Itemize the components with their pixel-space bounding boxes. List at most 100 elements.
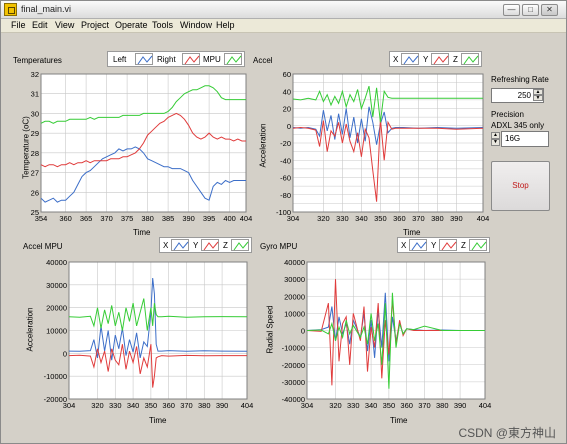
menu-file[interactable]: File	[11, 20, 26, 30]
x-tick-label: 350	[383, 401, 396, 410]
y-tick-label: 40	[283, 87, 291, 96]
x-tick-label: 375	[121, 214, 134, 223]
accel-legend: X Y Z	[389, 51, 482, 67]
y-tick-label: 32	[31, 70, 39, 79]
x-tick-label: 390	[454, 401, 467, 410]
series-line-left	[40, 146, 246, 203]
plot-frame	[40, 73, 247, 213]
x-tick-label: 350	[145, 401, 158, 410]
x-tick-label: 320	[91, 401, 104, 410]
legend-label-z: Z	[461, 241, 466, 250]
legend-swatch-x	[171, 239, 189, 251]
y-tick-label: -40000	[282, 395, 305, 404]
stop-button[interactable]: Stop	[491, 161, 550, 211]
x-tick-label: 370	[418, 401, 431, 410]
menu-bar: File Edit View Project Operate Tools Win…	[1, 19, 566, 33]
menu-operate[interactable]: Operate	[115, 20, 148, 30]
decrement-arrow-icon[interactable]: ▼	[491, 139, 500, 146]
x-tick-label: 404	[479, 401, 492, 410]
x-tick-label: 340	[127, 401, 140, 410]
precision-ring-value[interactable]: 16G	[501, 131, 549, 147]
x-tick-label: 304	[301, 401, 314, 410]
x-tick-label: 354	[35, 214, 48, 223]
y-tick-label: -40	[280, 156, 291, 165]
accel-x-axis-label: Time	[403, 228, 421, 237]
menu-edit[interactable]: Edit	[32, 20, 48, 30]
y-tick-label: 31	[31, 90, 39, 99]
accel-mpu-graph-title: Accel MPU	[23, 242, 63, 251]
gyro-mpu-x-axis-label: Time	[390, 416, 408, 425]
menu-window[interactable]: Window	[180, 20, 213, 30]
x-tick-label: 320	[317, 214, 330, 223]
y-tick-label: 29	[31, 129, 39, 138]
y-tick-label: 20000	[284, 292, 305, 301]
y-tick-label: 20	[283, 105, 291, 114]
y-tick-label: -10000	[282, 344, 305, 353]
series-line-mpu	[40, 85, 246, 124]
minimize-button[interactable]: —	[503, 4, 520, 16]
y-tick-label: 0	[287, 122, 291, 131]
x-tick-label: 390	[182, 214, 195, 223]
window-title: final_main.vi	[21, 4, 72, 14]
y-tick-label: -100	[276, 208, 291, 217]
legend-swatch-z	[461, 53, 479, 65]
temperatures-graph[interactable]: 25 26 27 28 29 30 31 32 354 360 365 370 375 380 385 390…	[1, 33, 567, 444]
menu-view[interactable]: View	[55, 20, 75, 30]
close-button[interactable]: ✕	[541, 4, 558, 16]
series-line-x	[292, 106, 484, 145]
series-line-x	[68, 277, 248, 361]
legend-swatch-left	[135, 53, 153, 65]
precision-ring-stepper[interactable]: ▲ ▼	[491, 132, 500, 146]
refresh-rate-input[interactable]: 250	[491, 88, 544, 103]
x-tick-label: 330	[347, 401, 360, 410]
series-line-y	[292, 118, 484, 202]
legend-swatch-x	[401, 53, 419, 65]
legend-label-right: Right	[157, 55, 176, 64]
precision-sublabel: ADXL 345 only	[491, 121, 545, 130]
plot-frame	[292, 73, 484, 213]
x-tick-label: 370	[100, 214, 113, 223]
legend-swatch-mpu	[224, 53, 242, 65]
legend-label-z: Z	[223, 241, 228, 250]
title-bar[interactable]: final_main.vi — □ ✕	[1, 1, 566, 19]
y-tick-label: 26	[31, 188, 39, 197]
temperatures-legend: Left Right MPU	[107, 51, 245, 67]
y-tick-label: 40000	[284, 258, 305, 267]
gyro-mpu-graph[interactable]: -40000-30000-20000-100000100002000030000…	[1, 33, 567, 444]
y-tick-label: -30000	[282, 378, 305, 387]
x-tick-label: 404	[240, 214, 253, 223]
x-tick-label: 380	[198, 401, 211, 410]
legend-label-left: Left	[113, 55, 127, 64]
series-line-z	[68, 298, 248, 331]
gyro-mpu-y-axis-label: Radial Speed	[265, 305, 275, 354]
legend-swatch-x	[409, 239, 427, 251]
refresh-rate-stepper[interactable]: ▲ ▼	[533, 89, 543, 102]
y-tick-label: 0	[63, 349, 67, 358]
increment-arrow-icon[interactable]: ▲	[491, 132, 500, 139]
x-tick-label: 395	[203, 214, 216, 223]
y-tick-label: -80	[280, 191, 291, 200]
x-tick-label: 350	[374, 214, 387, 223]
plot-frame	[68, 261, 248, 400]
y-tick-label: -60	[280, 174, 291, 183]
legend-swatch-z	[469, 239, 487, 251]
series-line-right	[40, 112, 246, 168]
gyro-mpu-graph-title: Gyro MPU	[260, 242, 298, 251]
decrement-arrow-icon[interactable]: ▼	[533, 95, 543, 101]
increment-arrow-icon[interactable]: ▲	[533, 89, 543, 95]
maximize-button[interactable]: □	[522, 4, 539, 16]
menu-project[interactable]: Project	[81, 20, 110, 30]
precision-label: Precision	[491, 110, 524, 119]
menu-help[interactable]: Help	[216, 20, 235, 30]
menu-tools[interactable]: Tools	[152, 20, 174, 30]
x-tick-label: 380	[436, 401, 449, 410]
x-tick-label: 360	[400, 401, 413, 410]
temperatures-x-axis-label: Time	[133, 228, 151, 237]
x-tick-label: 360	[59, 214, 72, 223]
legend-swatch-right	[182, 53, 200, 65]
x-tick-label: 404	[477, 214, 490, 223]
legend-label-y: Y	[423, 55, 429, 64]
